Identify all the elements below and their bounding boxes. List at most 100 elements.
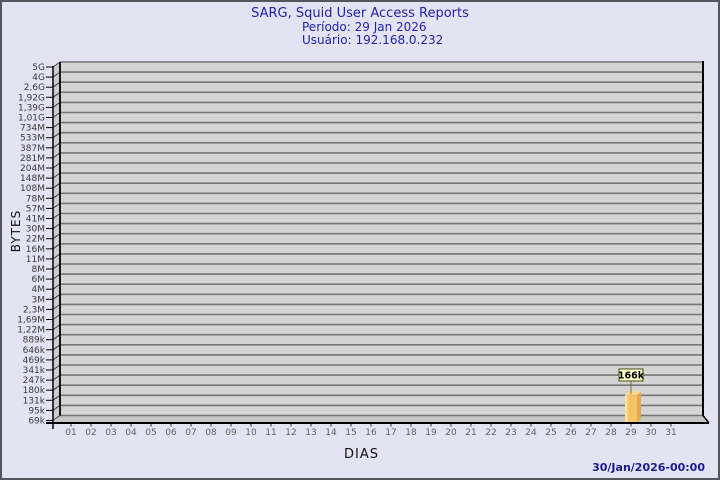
y-axis-tick-label: 8M [32,265,46,275]
y-axis-3d-connector [52,162,61,169]
y-axis-3d-connector [52,364,61,371]
y-axis-tick-label: 1,39G [18,103,45,113]
y-axis-tick-label: 30M [26,225,45,235]
y-axis-3d-connector [52,152,61,159]
y-axis-tick-label: 469k [23,356,46,366]
y-axis-3d-connector [52,324,61,331]
x-axis-tick-label: 04 [125,428,137,438]
y-axis-tick-label: 1,92G [18,93,45,103]
y-axis-3d-connector [52,334,61,341]
x-axis-tick-label: 16 [365,428,377,438]
bar-side-face [637,391,641,422]
y-axis-3d-connector [52,374,61,381]
y-axis-3d-connector [52,293,61,300]
y-axis-tick-label: 41M [26,215,45,225]
x-axis-tick-label: 20 [445,428,457,438]
y-axis-tick-label: 889k [23,336,46,346]
y-axis-3d-connector [52,122,61,129]
y-axis-tick-label: 387M [20,144,45,154]
x-axis-tick-label: 27 [585,428,596,438]
report-timestamp: 30/Jan/2026-00:00 [592,461,705,474]
y-axis-tick-label: 1,01G [18,114,45,124]
bar-highlight [625,395,628,422]
y-axis-3d-connector [52,202,61,209]
x-axis-tick-label: 14 [325,428,337,438]
y-axis-3d-connector [52,213,61,219]
x-axis-tick-label: 19 [425,428,437,438]
y-axis-tick-label: 4M [32,285,46,295]
y-axis-3d-connector [52,253,61,260]
y-axis-tick-label: 2,3M [23,305,45,315]
y-axis-3d-connector [52,172,61,179]
bar-value-box [618,368,644,382]
y-axis-tick-label: 4G [32,73,45,83]
y-axis-tick-label: 78M [26,194,45,204]
plot-floor [53,415,709,423]
x-axis-tick-label: 11 [265,428,276,438]
y-axis-tick-label: 533M [20,134,45,144]
y-axis-tick-label: 247k [23,376,46,386]
y-axis-tick-label: 22M [26,235,45,245]
y-axis-tick-label: 1,22M [17,326,45,336]
x-axis-tick-label: 06 [165,428,177,438]
bar-top-face [625,391,641,396]
y-axis-tick-label: 734M [20,124,45,134]
chart-period: Período: 29 Jan 2026 [302,20,427,34]
y-axis-tick-label: 180k [23,386,46,396]
y-axis-3d-connector [52,71,61,78]
y-axis-3d-connector [52,263,61,270]
x-axis-tick-label: 13 [305,428,316,438]
y-axis-tick-label: 281M [20,154,45,164]
y-axis-tick-label: 2,6G [24,83,45,93]
y-axis-3d-connector [52,303,61,310]
x-axis-tick-label: 24 [525,428,537,438]
floor-right-edge [702,415,710,424]
x-axis-tick-label: 23 [505,428,516,438]
x-axis-tick-label: 09 [225,428,237,438]
y-axis-tick-label: 341k [23,366,46,376]
x-axis-tick-label: 12 [285,428,296,438]
y-axis-3d-connector [52,404,61,411]
y-axis-3d-connector [52,384,61,391]
y-axis-tick-label: 148M [20,174,45,184]
y-axis-3d-connector [52,283,61,290]
y-axis-3d-connector [52,132,61,139]
x-axis-tick-label: 10 [245,428,257,438]
y-axis-3d-connector [52,182,61,189]
x-axis-tick-label: 31 [665,428,676,438]
y-axis-tick-label: 69k [28,417,45,427]
y-axis-3d-connector [52,243,61,250]
x-axis-tick-label: 07 [185,428,196,438]
x-axis-tick-label: 26 [565,428,577,438]
x-axis-tick-label: 22 [485,428,496,438]
x-axis-tick-label: 05 [145,428,156,438]
y-axis-tick-label: 3M [32,295,46,305]
x-axis-tick-label: 21 [465,428,476,438]
x-axis-tick-label: 03 [105,428,116,438]
x-axis-tick-label: 18 [405,428,417,438]
x-axis-tick-label: 25 [545,428,556,438]
plot-back-wall [60,62,703,416]
y-axis-3d-connector [52,81,61,88]
x-axis-tick-label: 29 [625,428,637,438]
y-axis-3d-connector [52,112,61,118]
y-axis-tick-label: 646k [23,346,46,356]
y-axis-3d-connector [52,142,61,149]
chart-title: SARG, Squid User Access Reports [251,6,469,21]
y-axis-3d-connector [52,394,61,401]
y-axis-3d-connector [52,101,61,108]
x-axis-label: DIAS [344,447,379,462]
plot-left-wall [53,62,60,421]
y-axis-3d-connector [52,314,61,320]
y-axis-tick-label: 131k [23,396,46,406]
x-axis-tick-label: 01 [65,428,76,438]
x-axis-tick-label: 28 [605,428,617,438]
y-axis-3d-connector [52,91,61,98]
y-axis-3d-connector [52,233,61,240]
y-axis-tick-label: 95k [28,406,45,416]
y-axis-3d-connector [52,344,61,351]
y-axis-3d-connector [52,192,61,199]
y-axis-3d-connector [52,223,61,230]
x-axis-tick-label: 02 [85,428,96,438]
